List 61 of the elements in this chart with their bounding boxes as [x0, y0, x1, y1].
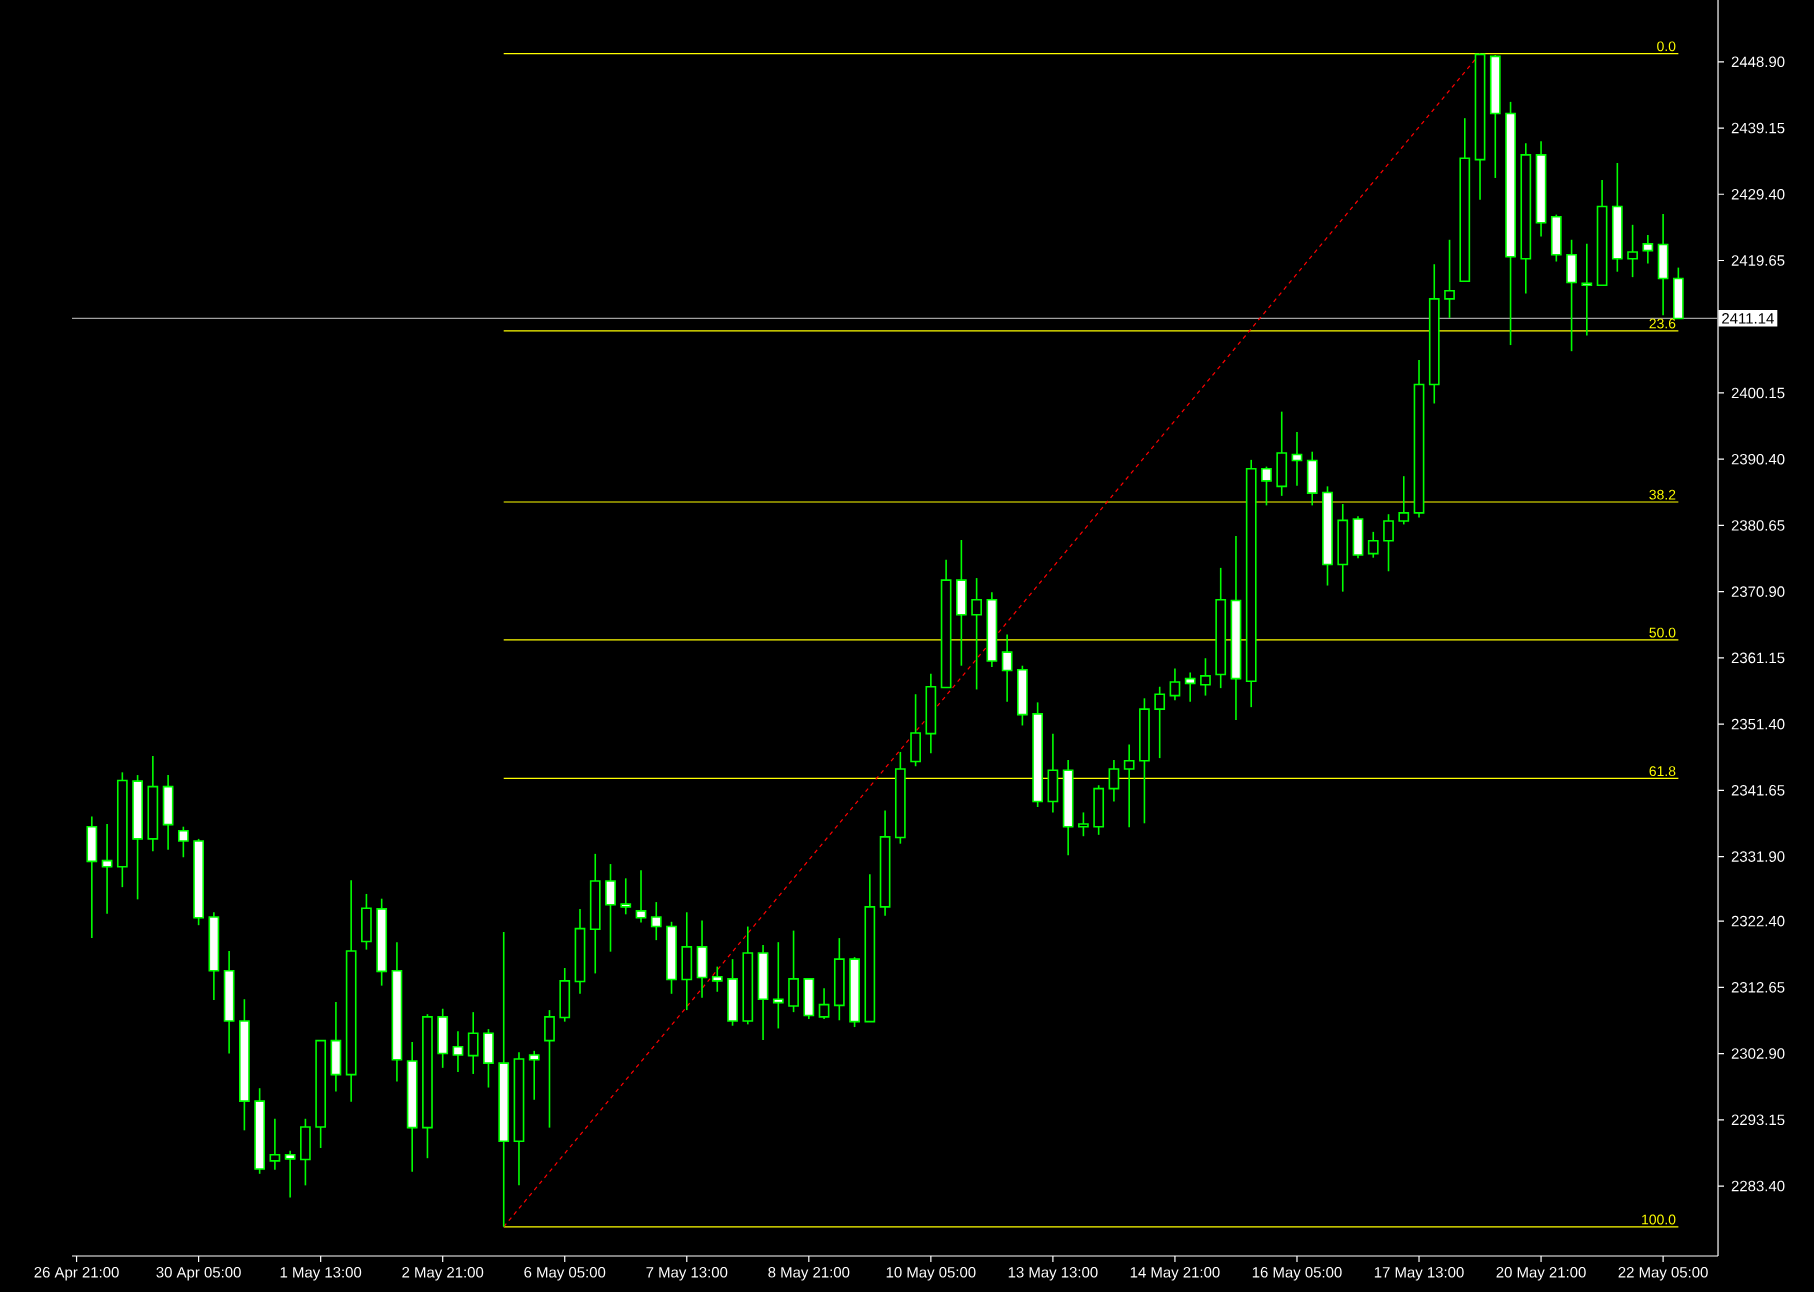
candlestick — [177, 825, 189, 859]
candlestick — [1093, 784, 1105, 836]
candlestick — [635, 869, 647, 924]
candlestick — [1276, 410, 1288, 497]
candlestick — [467, 1011, 479, 1075]
candlestick — [86, 815, 98, 939]
candlestick — [1550, 213, 1562, 263]
candlestick — [803, 978, 815, 1020]
candlestick — [1642, 234, 1654, 265]
candlestick — [269, 1117, 281, 1171]
candlestick — [1672, 266, 1684, 320]
candlestick — [361, 893, 372, 951]
candlestick — [1261, 465, 1272, 507]
candlestick — [956, 539, 967, 667]
candlestick — [1306, 450, 1318, 507]
candlestick — [483, 1028, 494, 1089]
candlestick — [1352, 515, 1364, 560]
candlestick — [544, 1009, 555, 1129]
candlestick — [1383, 513, 1394, 573]
candlestick — [1200, 657, 1211, 697]
candlestick — [330, 1001, 342, 1093]
candlestick — [620, 877, 632, 916]
candlestick — [696, 919, 708, 999]
candlestick — [1444, 238, 1455, 319]
candlestick — [1627, 224, 1638, 278]
candlestick — [1108, 759, 1120, 803]
candlestick — [650, 901, 662, 941]
candlestick — [681, 911, 693, 1011]
candlestick — [605, 863, 616, 953]
candlestick — [772, 941, 784, 1030]
candlestick — [1657, 213, 1669, 316]
candlestick — [1367, 531, 1379, 559]
candlestick — [452, 1030, 464, 1073]
candlestick — [284, 1149, 296, 1199]
candlestick — [1154, 685, 1166, 759]
candlestick — [1398, 475, 1410, 526]
candlestick — [910, 693, 921, 768]
candlestick — [833, 937, 845, 1022]
candlestick — [818, 987, 830, 1020]
candlestick — [101, 823, 113, 915]
candlestick — [757, 944, 769, 1041]
candlestick — [1566, 238, 1577, 352]
candlestick — [1017, 664, 1028, 727]
candlestick — [925, 673, 937, 755]
candlestick — [528, 1050, 540, 1101]
candlestick — [1581, 243, 1593, 337]
candlestick — [971, 577, 982, 691]
candlestick — [300, 1117, 311, 1187]
candlestick — [711, 965, 723, 993]
candlestick — [1001, 633, 1013, 703]
candlestick — [1169, 667, 1181, 702]
candlestick — [1078, 811, 1089, 837]
candlestick — [1337, 503, 1349, 593]
candlestick — [1047, 732, 1059, 814]
candlestick — [162, 774, 174, 851]
candlestick — [1123, 743, 1135, 829]
candlestick — [727, 958, 738, 1027]
candlestick — [788, 929, 799, 1013]
candlestick — [437, 1007, 449, 1069]
candlestick — [1184, 671, 1196, 703]
candlestick — [559, 967, 571, 1023]
